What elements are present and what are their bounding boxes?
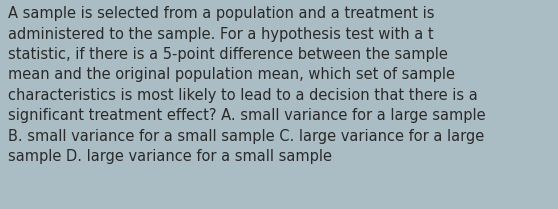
Text: A sample is selected from a population and a treatment is
administered to the sa: A sample is selected from a population a… — [8, 6, 486, 164]
